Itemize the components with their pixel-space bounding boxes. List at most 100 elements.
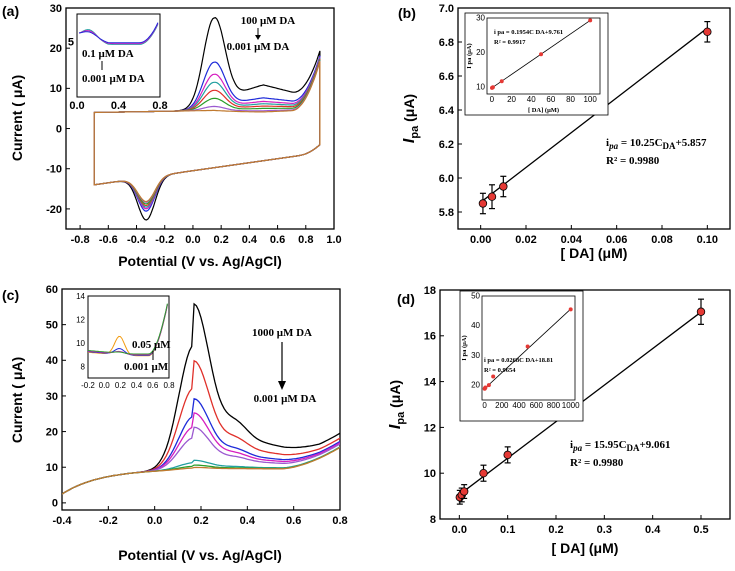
inset-x-label: [ DA] (μM)	[528, 107, 559, 114]
y-tick-label: 20	[46, 426, 58, 438]
x-axis-label: [ DA] (μM)	[561, 245, 628, 261]
x-tick-label: 0.08	[651, 234, 672, 246]
inset-y-tick-label: 8	[81, 362, 86, 371]
x-tick-label: 0.0	[452, 524, 467, 536]
inset-r-squared: R² = 0.9654	[484, 367, 516, 374]
y-axis-label: Current ( μA)	[9, 75, 25, 161]
x-tick-label: 0.5	[693, 524, 708, 536]
inset-x-tick-label: 0.8	[163, 381, 175, 390]
dpv-curves	[62, 302, 340, 495]
annotation-low: 0.001 μM DA	[227, 41, 290, 53]
y-tick-label: 7.0	[439, 3, 454, 15]
inset-3: 0 200 400 600 800 1000 20 30 40 50 I pa (μA) i pa =…	[461, 292, 580, 411]
y-tick-label: 12	[424, 422, 436, 434]
inset-frame	[481, 295, 576, 401]
y-tick-label: 30	[50, 3, 62, 15]
inset-y-tick-label: 10	[476, 83, 485, 92]
x-tick-label: 0.06	[606, 234, 627, 246]
y-tick-label: 10	[46, 462, 58, 474]
inset-x-tick-label: 60	[546, 95, 555, 104]
y-tick-label: 6.6	[439, 71, 454, 83]
inset-x-tick-label: 0.0	[69, 100, 84, 112]
inset-y-tick-label: 30	[471, 351, 480, 360]
inset-annotation-high: 0.05 μM	[132, 339, 171, 351]
inset-curves	[88, 303, 168, 357]
panel-a: (a) -0.8 -0.6 -0.4 -0.2 0.0 0.2 0.4 0.6 0.8 1.0 -20…	[2, 3, 342, 269]
inset-series-2	[79, 22, 159, 44]
inset-x-tick-label: 0.2	[115, 381, 127, 390]
x-axis-label: Potential (V vs. Ag/AgCl)	[118, 253, 282, 269]
inset-data-point	[486, 383, 491, 388]
x-tick-label: 0.0	[185, 234, 200, 246]
x-tick-label: 0.3	[597, 524, 612, 536]
y-tick-label: 50	[46, 319, 58, 331]
inset-y-tick-label: 12	[76, 315, 85, 324]
plot-frame	[457, 7, 731, 230]
data-point	[459, 487, 469, 496]
inset-data-point	[491, 374, 496, 379]
inset-y-tick-label: 50	[471, 292, 480, 301]
panel-b: (b) 0.00 0.02 0.04 0.06 0.08 0.10 5.8 6.0 6.2 6.4 6…	[398, 3, 731, 261]
data-point	[499, 182, 508, 191]
inset-x-tick-label: 0.4	[131, 381, 143, 390]
x-tick-label: 0.0	[147, 515, 162, 527]
panel-label: (d)	[397, 291, 415, 307]
data-point	[487, 192, 497, 201]
panel-c: (c) -0.4 -0.2 0.0 0.2 0.4 0.6 0.8 0 10 20 30 40 50 60 P…	[2, 284, 348, 563]
y-tick-label: 20	[50, 43, 62, 55]
inset-frame	[76, 13, 161, 98]
y-tick-label: 6.4	[439, 105, 455, 117]
inset-x-tick-label: 0	[482, 401, 487, 410]
x-tick-label: 0.1	[500, 524, 515, 536]
inset-frame	[486, 17, 601, 95]
inset-series-3	[88, 303, 168, 355]
x-axis-label: Potential (V vs. Ag/AgCl)	[118, 547, 282, 563]
y-tick-label: 60	[46, 284, 58, 296]
x-tick-label: -0.4	[53, 515, 73, 527]
inset-series-1	[78, 23, 159, 45]
x-tick-label: 0.6	[286, 515, 301, 527]
y-tick-label: -10	[46, 164, 62, 176]
inset-data-point	[490, 85, 495, 90]
inset-annotation-low: 0.001 μM	[124, 361, 169, 373]
inset-x-tick-label: 600	[530, 401, 544, 410]
inset-y-tick-label: 30	[476, 14, 485, 23]
y-axis-label: Current ( μA)	[9, 357, 25, 443]
inset-r-squared: R² = 0.9917	[494, 39, 526, 46]
inset-x-tick-label: 80	[566, 95, 575, 104]
inset-x-tick-label: -0.2	[81, 381, 95, 390]
inset-y-label: I pa (μA)	[466, 43, 473, 68]
inset-y-tick-label: 14	[76, 292, 85, 301]
x-tick-label: 0.6	[270, 234, 285, 246]
y-tick-label: 0	[52, 498, 58, 510]
inset-x-tick-label: 1000	[562, 401, 580, 410]
y-tick-label: 10	[50, 83, 62, 95]
x-tick-label: -0.2	[99, 515, 118, 527]
inset-x-tick-label: 0.8	[152, 100, 167, 112]
plot-frame	[65, 7, 335, 230]
y-tick-label: 16	[424, 331, 436, 343]
annotation-high: 100 μM DA	[241, 15, 296, 27]
dpv-series-7	[62, 446, 340, 495]
inset-annotation-low: 0.001 μM DA	[82, 73, 145, 85]
y-tick-label: 6.2	[439, 139, 454, 151]
x-tick-label: 0.8	[332, 515, 347, 527]
y-tick-label: 10	[424, 468, 436, 480]
inset-series-0	[78, 24, 159, 45]
inset-x-tick-label: 0.4	[111, 100, 127, 112]
x-tick-label: -0.8	[71, 234, 90, 246]
inset-x-tick-label: 0	[490, 95, 495, 104]
x-axis-label: [ DA] (μM)	[552, 540, 619, 556]
inset-y-tick-label: 20	[471, 381, 480, 390]
x-tick-label: 0.2	[214, 234, 229, 246]
inset-y-label: I pa (μA)	[461, 335, 468, 360]
inset-x-tick-label: 0.6	[147, 381, 159, 390]
inset-data-point	[539, 52, 544, 57]
x-tick-label: 0.00	[470, 234, 491, 246]
inset-x-tick-label: 400	[512, 401, 526, 410]
plot-frame	[439, 289, 731, 520]
inset-box	[459, 290, 584, 422]
y-tick-label: 40	[46, 355, 58, 367]
x-tick-label: 0.4	[645, 524, 661, 536]
